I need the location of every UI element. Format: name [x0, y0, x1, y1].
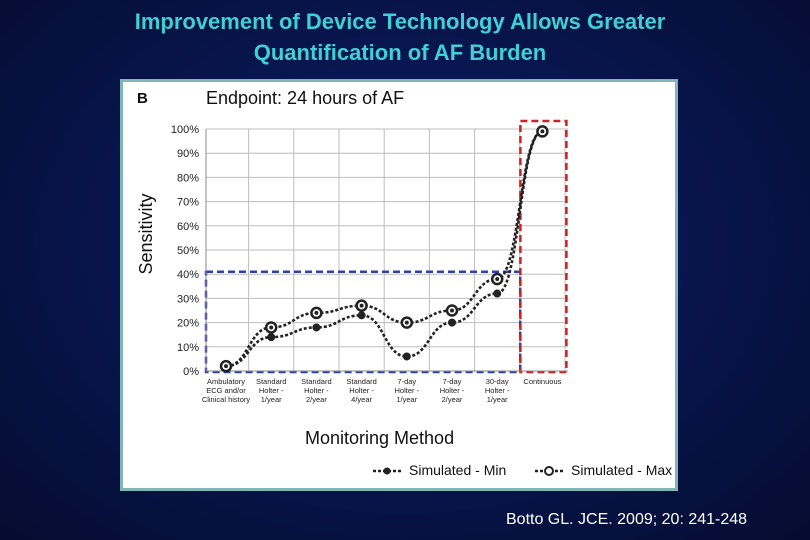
highlight-box-continuous — [519, 119, 568, 374]
series-line-max — [225, 130, 543, 368]
series-point-min — [402, 352, 411, 361]
slide-title-line1: Improvement of Device Technology Allows … — [134, 9, 666, 34]
axes: 0% 10% 20% 30% 40% 50% 60% 70% 80% 90% 100% Ambulat… — [171, 124, 568, 404]
y-tick-label: 80% — [177, 172, 199, 184]
slide-title-line2: Quantification of AF Burden — [253, 40, 547, 65]
y-tick-label: 60% — [177, 221, 199, 233]
series-point-max-center — [495, 277, 500, 282]
slide-title: Improvement of Device Technology Allows … — [0, 6, 800, 68]
series — [219, 125, 549, 373]
y-tick-label: 10% — [177, 342, 199, 354]
series-point-max-center — [540, 129, 545, 134]
highlight-boxes — [204, 119, 568, 374]
x-axis-label: Monitoring Method — [305, 428, 454, 448]
x-tick-label: Ambulatory ECG and/or Clinical history — [202, 377, 251, 404]
y-tick-label: 90% — [177, 148, 199, 160]
x-tick-label: Standard Holter -2/year — [301, 377, 331, 404]
x-tick-label: 7-day Holter -2/year — [440, 377, 465, 404]
series-point-max-center — [359, 303, 364, 308]
series-point-max-center — [314, 310, 319, 315]
series-point-min — [312, 323, 321, 332]
panel-label: B — [137, 90, 148, 107]
chart-title: Endpoint: 24 hours of AF — [206, 88, 404, 108]
x-tick-label: Continuous — [523, 377, 561, 386]
y-tick-label: 100% — [171, 124, 199, 136]
series-point-min — [267, 333, 276, 342]
y-tick-label: 40% — [177, 269, 199, 281]
series-point-min — [493, 289, 502, 298]
series-point-max-center — [224, 364, 228, 369]
figure-frame: B Endpoint: 24 hours of AF 0% 10% 20% 30% 40… — [120, 79, 678, 491]
series-line-min — [225, 130, 543, 368]
x-tick-label: 30-day Holter -1/year — [485, 377, 510, 404]
y-axis-label: Sensitivity — [136, 193, 156, 274]
y-tick-label: 50% — [177, 245, 199, 257]
legend-label: Simulated - Min — [409, 462, 506, 478]
highlight-box-intermittent — [204, 270, 522, 374]
y-tick-label: 0% — [183, 366, 199, 378]
x-tick-label: Standard Holter -4/year — [346, 377, 376, 404]
y-tick-label: 20% — [177, 318, 199, 330]
legend-marker — [383, 467, 391, 475]
x-tick-label: 7-day Holter -1/year — [395, 377, 420, 404]
y-tick-label: 30% — [177, 293, 199, 305]
legend-marker — [544, 466, 554, 476]
y-tick-label: 70% — [177, 197, 199, 209]
x-tick-label: Standard Holter -1/year — [256, 377, 286, 404]
series-point-min — [448, 318, 456, 327]
series-point-max-center — [450, 308, 454, 313]
series-point-min — [357, 311, 366, 320]
sensitivity-chart: B Endpoint: 24 hours of AF 0% 10% 20% 30% 40… — [136, 88, 672, 478]
citation: Botto GL. JCE. 2009; 20: 241-248 — [506, 511, 748, 528]
legend: Simulated - Min Simulated - Max — [373, 462, 672, 478]
series-point-max-center — [269, 325, 274, 330]
legend-label: Simulated - Max — [571, 462, 672, 478]
series-point-max-center — [404, 320, 409, 325]
